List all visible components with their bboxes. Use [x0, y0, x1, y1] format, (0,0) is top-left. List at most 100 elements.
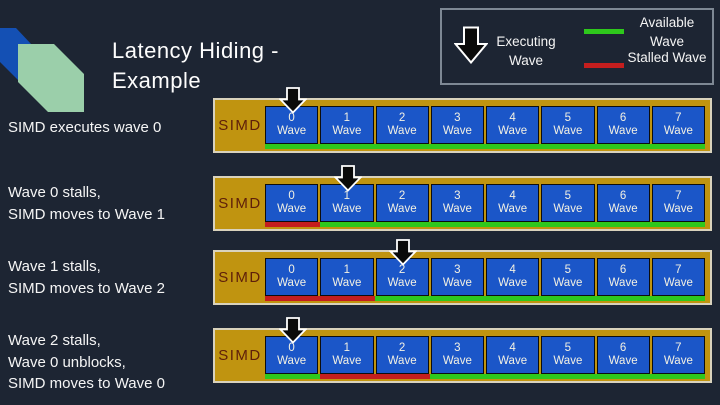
wave-box-6: 6 Wave — [596, 184, 650, 222]
available-strip-2 — [375, 144, 430, 149]
wave-box-0: 0 Wave — [265, 258, 319, 296]
step-label-line: Wave 2 stalls, — [8, 332, 101, 349]
wave-word: Wave — [332, 355, 362, 367]
wave-number: 0 — [288, 263, 295, 276]
available-strip-6 — [595, 144, 650, 149]
stalled-strip-2 — [375, 374, 430, 379]
wave-number: 4 — [509, 189, 516, 202]
step-label-line: SIMD executes wave 0 — [8, 119, 162, 136]
wave-word: Wave — [277, 277, 307, 289]
simd-unit-label: SIMD — [218, 117, 262, 134]
wave-box-6: 6 Wave — [596, 336, 650, 374]
wave-number: 0 — [288, 189, 295, 202]
simd-unit-label: SIMD — [218, 195, 262, 212]
step-label-line: SIMD moves to Wave 2 — [8, 279, 165, 297]
wave-number: 1 — [343, 263, 351, 276]
available-strip-1 — [320, 144, 375, 149]
simd-row-1: SIMD 0 Wave 1 Wave 2 Wave 3 Wave 4 Wave 5 Wave 6 Wave 7… — [213, 165, 712, 231]
wave-word: Wave — [387, 125, 417, 137]
stalled-wave-line-icon — [584, 63, 624, 68]
step-label-line: Wave 0 stalls, — [8, 184, 101, 201]
wave-number: 6 — [619, 189, 627, 202]
deco-green-parallelogram — [18, 44, 84, 112]
wave-word: Wave — [387, 203, 417, 215]
legend-executing-label: Executing Wave — [496, 34, 556, 68]
wave-number: 2 — [398, 189, 406, 202]
wave-box-3: 3 Wave — [430, 106, 484, 144]
wave-box-5: 5 Wave — [541, 184, 595, 222]
wave-box-3: 3 Wave — [430, 184, 484, 222]
wave-word: Wave — [663, 203, 693, 215]
step-label-line: SIMD moves to Wave 1 — [8, 205, 165, 223]
wave-number: 1 — [343, 111, 351, 124]
slide-title: Latency Hiding - Example — [112, 36, 432, 96]
wave-box-7: 7 Wave — [651, 184, 705, 222]
wave-word: Wave — [608, 203, 638, 215]
available-wave-line-icon — [584, 29, 624, 34]
wave-status-strip — [265, 144, 705, 149]
available-strip-1 — [320, 222, 375, 227]
wave-number: 2 — [398, 111, 406, 124]
wave-word: Wave — [332, 125, 362, 137]
wave-word: Wave — [663, 277, 693, 289]
wave-box-7: 7 Wave — [651, 336, 705, 374]
wave-box-1: 1 Wave — [320, 106, 374, 144]
stalled-strip-1 — [320, 296, 375, 301]
simd-unit-label: SIMD — [218, 269, 262, 286]
wave-word: Wave — [387, 277, 417, 289]
wave-number: 6 — [619, 111, 627, 124]
wave-word: Wave — [498, 203, 528, 215]
wave-number: 0 — [288, 341, 295, 354]
wave-word: Wave — [332, 277, 362, 289]
executing-wave-arrow-icon — [278, 317, 307, 344]
wave-word: Wave — [553, 125, 583, 137]
slide-title-line1: Latency Hiding - — [112, 38, 279, 63]
wave-box-7: 7 Wave — [651, 258, 705, 296]
wave-number: 5 — [564, 263, 572, 276]
wave-number: 3 — [454, 111, 461, 124]
simd-row-2: SIMD 0 Wave 1 Wave 2 Wave 3 Wave 4 Wave 5 Wave 6 Wave 7… — [213, 239, 712, 305]
wave-box-strip: 0 Wave 1 Wave 2 Wave 3 Wave 4 Wave 5 Wave 6 Wave 7 Wave — [265, 336, 705, 374]
wave-word: Wave — [442, 203, 472, 215]
wave-number: 5 — [564, 111, 572, 124]
wave-number: 1 — [343, 341, 351, 354]
wave-box-4: 4 Wave — [486, 106, 540, 144]
wave-box-1: 1 Wave — [320, 336, 374, 374]
executing-wave-arrow-icon — [454, 26, 488, 64]
wave-box-6: 6 Wave — [596, 106, 650, 144]
slide-title-line2: Example — [112, 68, 202, 93]
corner-decoration — [0, 28, 84, 112]
stalled-strip-0 — [265, 222, 320, 227]
simd-row-3: SIMD 0 Wave 1 Wave 2 Wave 3 Wave 4 Wave 5 Wave 6 Wave 7… — [213, 317, 712, 383]
available-strip-7 — [650, 144, 705, 149]
available-strip-5 — [540, 222, 595, 227]
wave-word: Wave — [553, 203, 583, 215]
wave-word: Wave — [442, 125, 472, 137]
wave-number: 4 — [509, 341, 516, 354]
wave-box-strip: 0 Wave 1 Wave 2 Wave 3 Wave 4 Wave 5 Wave 6 Wave 7 Wave — [265, 106, 705, 144]
wave-box-2: 2 Wave — [375, 336, 429, 374]
wave-word: Wave — [608, 125, 638, 137]
legend-box: Executing Wave Available Wave Stalled Wa… — [440, 8, 714, 85]
available-strip-4 — [485, 374, 540, 379]
executing-wave-arrow-icon — [278, 87, 307, 114]
wave-number: 3 — [454, 263, 461, 276]
available-strip-6 — [595, 222, 650, 227]
wave-number: 2 — [398, 341, 406, 354]
available-strip-3 — [430, 222, 485, 227]
available-strip-0 — [265, 144, 320, 149]
wave-status-strip — [265, 374, 705, 379]
step-label-line: Wave 0 unblocks, — [8, 353, 126, 371]
wave-word: Wave — [553, 355, 583, 367]
wave-box-3: 3 Wave — [430, 258, 484, 296]
available-strip-3 — [430, 144, 485, 149]
wave-box-strip: 0 Wave 1 Wave 2 Wave 3 Wave 4 Wave 5 Wave 6 Wave 7 Wave — [265, 258, 705, 296]
wave-number: 5 — [564, 341, 572, 354]
step-label-3: Wave 2 stalls, Wave 0 unblocks, SIMD moves… — [8, 330, 213, 395]
available-strip-5 — [540, 374, 595, 379]
available-strip-6 — [595, 374, 650, 379]
wave-box-7: 7 Wave — [651, 106, 705, 144]
wave-word: Wave — [442, 277, 472, 289]
available-strip-3 — [430, 296, 485, 301]
